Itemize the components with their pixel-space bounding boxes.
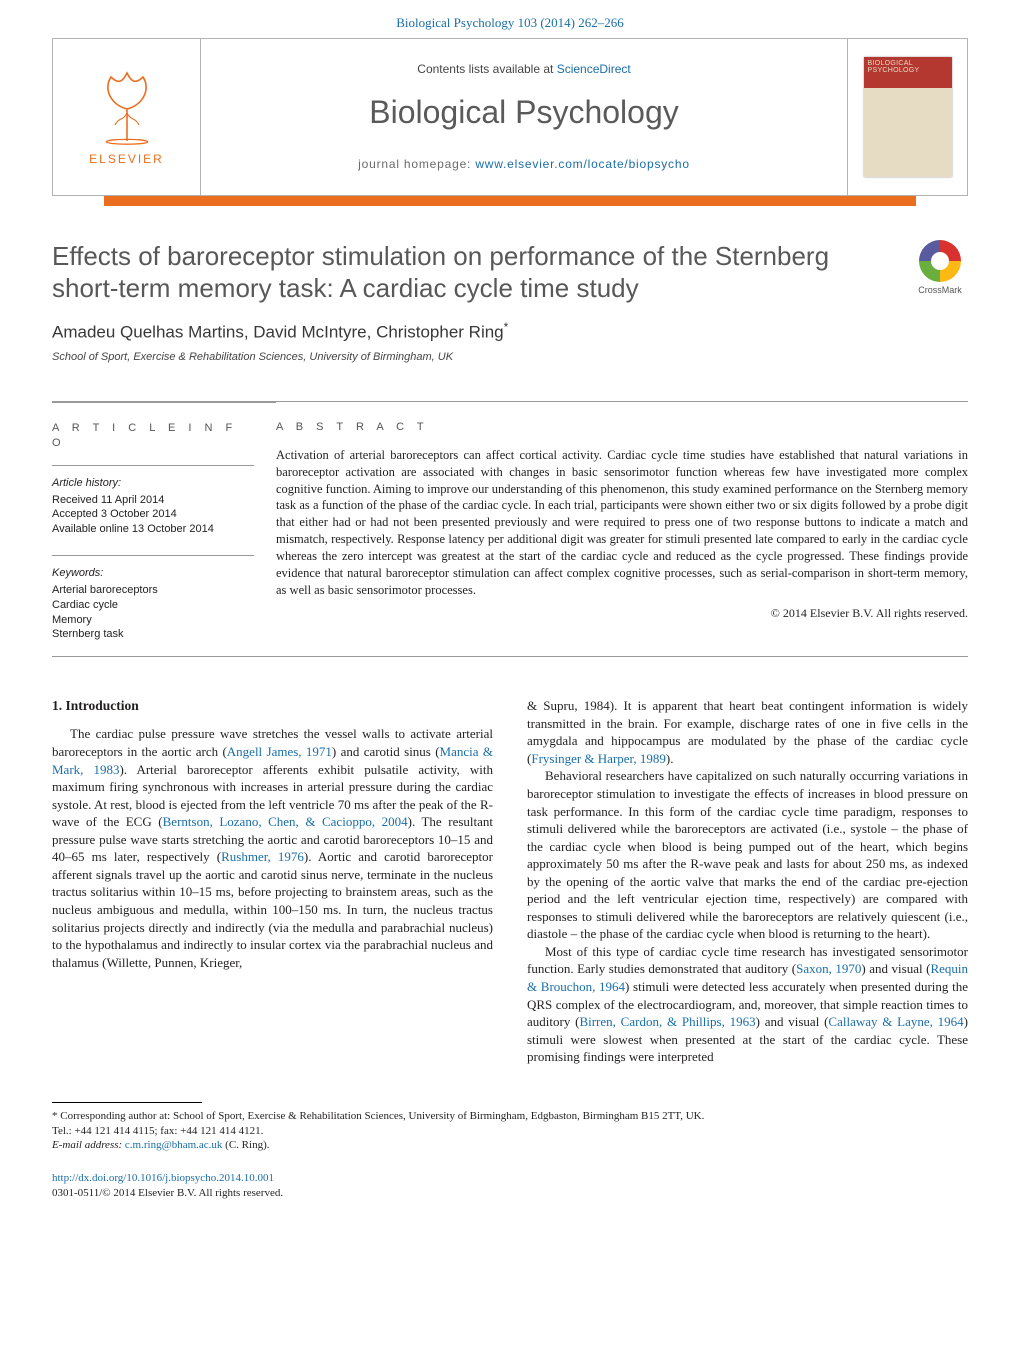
citation-link[interactable]: Biological Psychology 103 (2014) 262–266 <box>396 15 624 30</box>
ref-link[interactable]: Angell James, 1971 <box>227 744 332 759</box>
homepage-line: journal homepage: www.elsevier.com/locat… <box>358 156 690 172</box>
article-info-heading: A R T I C L E I N F O <box>52 421 254 451</box>
crossmark-icon <box>919 240 961 282</box>
accepted-date: Accepted 3 October 2014 <box>52 507 254 522</box>
online-date: Available online 13 October 2014 <box>52 522 254 537</box>
journal-name: Biological Psychology <box>369 91 679 134</box>
author-list: Amadeu Quelhas Martins, David McIntyre, … <box>52 319 968 345</box>
journal-cover-thumb: BIOLOGICALPSYCHOLOGY <box>864 57 952 177</box>
journal-cover-box: BIOLOGICALPSYCHOLOGY <box>847 39 967 195</box>
body-paragraph: Most of this type of cardiac cycle time … <box>527 943 968 1066</box>
abstract-copyright: © 2014 Elsevier B.V. All rights reserved… <box>276 605 968 621</box>
abstract-box: A B S T R A C T Activation of arterial b… <box>276 402 968 642</box>
ref-link[interactable]: Frysinger & Harper, 1989 <box>531 751 666 766</box>
ref-link[interactable]: Saxon, 1970 <box>796 961 861 976</box>
ref-link[interactable]: Birren, Cardon, & Phillips, 1963 <box>579 1014 755 1029</box>
masthead: ELSEVIER Contents lists available at Sci… <box>52 38 968 196</box>
article-info-box: A R T I C L E I N F O Article history: R… <box>52 402 276 642</box>
keyword: Sternberg task <box>52 627 254 642</box>
article-title: Effects of baroreceptor stimulation on p… <box>52 240 896 305</box>
received-date: Received 11 April 2014 <box>52 493 254 508</box>
crossmark-label: CrossMark <box>912 284 968 296</box>
publisher-name: ELSEVIER <box>89 151 164 167</box>
doi-link[interactable]: http://dx.doi.org/10.1016/j.biopsycho.20… <box>52 1172 274 1184</box>
email-link[interactable]: c.m.ring@bham.ac.uk <box>125 1139 223 1151</box>
crossmark-badge[interactable]: CrossMark <box>912 240 968 296</box>
contents-line: Contents lists available at ScienceDirec… <box>417 61 630 77</box>
publisher-logo-box: ELSEVIER <box>53 39 201 195</box>
affiliation: School of Sport, Exercise & Rehabilitati… <box>52 350 968 365</box>
journal-homepage-link[interactable]: www.elsevier.com/locate/biopsycho <box>475 157 690 171</box>
section-heading-intro: 1. Introduction <box>52 697 493 715</box>
body-columns: 1. Introduction The cardiac pulse pressu… <box>52 697 968 1065</box>
keywords-label: Keywords: <box>52 566 254 581</box>
elsevier-tree-icon <box>87 65 167 145</box>
citation-header: Biological Psychology 103 (2014) 262–266 <box>0 0 1020 38</box>
ref-link[interactable]: Rushmer, 1976 <box>221 849 304 864</box>
body-paragraph: & Supru, 1984). It is apparent that hear… <box>527 697 968 767</box>
sciencedirect-link[interactable]: ScienceDirect <box>557 62 631 76</box>
abstract-text: Activation of arterial baroreceptors can… <box>276 447 968 599</box>
ref-link[interactable]: Callaway & Layne, 1964 <box>828 1014 963 1029</box>
column-right: & Supru, 1984). It is apparent that hear… <box>527 697 968 1065</box>
corr-marker: * <box>504 320 509 334</box>
keyword: Arterial baroreceptors <box>52 583 254 598</box>
keyword: Cardiac cycle <box>52 598 254 613</box>
doi-block: http://dx.doi.org/10.1016/j.biopsycho.20… <box>52 1171 968 1201</box>
keyword: Memory <box>52 613 254 628</box>
history-label: Article history: <box>52 476 254 491</box>
corr-footnote: * Corresponding author at: School of Spo… <box>52 1109 968 1154</box>
abstract-heading: A B S T R A C T <box>276 420 968 435</box>
ref-link[interactable]: Berntson, Lozano, Chen, & Cacioppo, 2004 <box>163 814 408 829</box>
column-left: 1. Introduction The cardiac pulse pressu… <box>52 697 493 1065</box>
footer: * Corresponding author at: School of Spo… <box>0 1102 1020 1241</box>
issn-copyright: 0301-0511/© 2014 Elsevier B.V. All right… <box>52 1187 283 1199</box>
accent-bar <box>104 196 916 206</box>
body-paragraph: Behavioral researchers have capitalized … <box>527 767 968 942</box>
body-paragraph: The cardiac pulse pressure wave stretche… <box>52 725 493 971</box>
